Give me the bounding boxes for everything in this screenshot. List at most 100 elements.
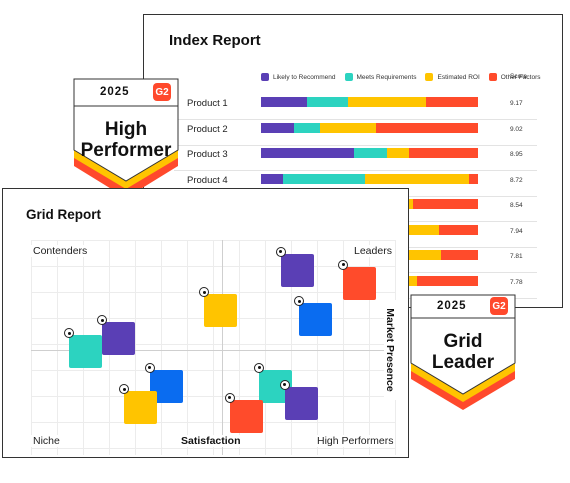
product-marker[interactable] xyxy=(229,399,263,433)
location-pin-icon xyxy=(279,379,290,390)
bar-segment xyxy=(425,97,478,107)
product-score: 7.78 xyxy=(510,278,523,286)
bar-segment xyxy=(306,97,348,107)
location-pin-icon xyxy=(97,315,108,326)
location-pin-icon xyxy=(338,259,348,270)
stacked-bar xyxy=(261,148,478,158)
product-score: 8.54 xyxy=(510,202,523,209)
product-marker[interactable] xyxy=(124,391,157,425)
product-label: Product 2 xyxy=(187,123,228,135)
product-marker[interactable] xyxy=(343,266,376,300)
y-axis-label: Market Presence xyxy=(384,300,396,400)
bar-segment xyxy=(441,250,478,260)
product-marker[interactable] xyxy=(284,386,318,420)
index-row: Product 1 9.17 xyxy=(144,95,562,120)
product-label: Product 3 xyxy=(187,149,228,160)
legend-item: Other Factors xyxy=(488,73,541,81)
location-pin-icon xyxy=(224,392,235,403)
quadrant-label-leaders: Leaders xyxy=(352,245,394,257)
product-score: 8.95 xyxy=(510,151,523,158)
bar-segment xyxy=(417,275,478,286)
g2-logo-icon: G2 xyxy=(153,83,171,101)
legend-label: Likely to Recommend xyxy=(273,73,336,81)
row-divider xyxy=(174,170,537,171)
legend-label: Meets Requirements xyxy=(356,73,417,81)
quadrant-label-contenders: Contenders xyxy=(31,245,90,257)
location-pin-icon xyxy=(144,362,155,373)
legend-swatch xyxy=(488,73,497,81)
legend-item: Meets Requirements xyxy=(344,73,417,81)
product-score: 7.81 xyxy=(510,253,523,260)
horizontal-axis-line xyxy=(31,350,396,351)
badge-title-line-1: Grid xyxy=(443,331,483,352)
high-performer-badge: 2025 G2 High Performer xyxy=(73,78,179,200)
bar-segment xyxy=(365,173,470,184)
quadrant-label-high-performers: High Performers xyxy=(315,435,396,447)
badge-shape xyxy=(73,78,179,198)
index-report-title: Index Report xyxy=(169,32,261,49)
product-marker[interactable] xyxy=(102,322,136,356)
location-pin-icon xyxy=(294,296,305,307)
bar-segment xyxy=(293,122,320,133)
legend-item: Likely to Recommend xyxy=(261,73,336,81)
grid-leader-badge: 2025 G2 Grid Leader xyxy=(410,294,516,412)
bar-segment xyxy=(261,173,283,184)
legend-swatch xyxy=(261,73,269,81)
legend-label: Other Factors xyxy=(500,73,541,81)
badge-year: 2025 xyxy=(100,86,130,98)
index-row: Product 2 9.02 xyxy=(144,121,562,146)
bar-segment xyxy=(354,148,387,158)
location-pin-icon xyxy=(119,384,129,395)
product-score: 8.72 xyxy=(510,176,523,184)
score-column-header: Score xyxy=(510,73,527,80)
product-label: Product 1 xyxy=(187,98,228,109)
product-score: 9.02 xyxy=(510,125,523,133)
bar-segment xyxy=(282,173,366,184)
bar-segment xyxy=(438,224,478,235)
row-divider xyxy=(174,119,537,120)
legend-item: Estimated ROI xyxy=(425,73,480,81)
location-pin-icon xyxy=(199,287,210,298)
badge-title-line-2: Performer xyxy=(80,140,172,161)
product-score: 9.17 xyxy=(510,100,523,107)
location-pin-icon xyxy=(64,328,75,339)
grid-report-title: Grid Report xyxy=(26,207,102,222)
badge-year: 2025 xyxy=(437,300,467,312)
bar-segment xyxy=(408,148,478,158)
bar-segment xyxy=(412,199,478,209)
location-pin-icon xyxy=(254,362,265,373)
index-legend: Likely to Recommend Meets Requirements E… xyxy=(261,73,549,81)
product-label: Product 4 xyxy=(187,174,228,186)
x-axis-label: Satisfaction xyxy=(179,435,243,447)
bar-segment xyxy=(386,148,409,158)
bar-segment xyxy=(375,122,478,133)
vertical-axis-line xyxy=(222,240,223,455)
product-marker[interactable] xyxy=(280,253,314,287)
legend-label: Estimated ROI xyxy=(437,73,480,81)
bar-segment xyxy=(261,148,355,158)
product-marker[interactable] xyxy=(204,294,238,328)
bar-segment xyxy=(347,97,426,107)
product-score: 7.94 xyxy=(510,227,523,235)
g2-logo-icon: G2 xyxy=(490,297,508,315)
legend-swatch xyxy=(425,73,434,81)
product-marker[interactable] xyxy=(69,335,103,369)
stacked-bar xyxy=(261,173,478,184)
badge-title-line-2: Leader xyxy=(431,352,495,373)
badge-title-line-1: High xyxy=(104,119,148,140)
bar-segment xyxy=(261,97,307,107)
stacked-bar xyxy=(261,97,478,107)
bar-segment xyxy=(469,173,478,184)
stacked-bar xyxy=(261,122,478,133)
bar-segment xyxy=(261,122,294,133)
bar-segment xyxy=(380,224,439,235)
index-row: Product 3 8.95 xyxy=(144,146,562,171)
legend-swatch xyxy=(344,73,353,81)
grid-report-card: Grid Report Contenders Leaders Niche Hig… xyxy=(2,188,409,458)
quadrant-label-niche: Niche xyxy=(31,435,62,447)
product-marker[interactable] xyxy=(299,303,333,337)
location-pin-icon xyxy=(275,246,286,257)
bar-segment xyxy=(380,250,442,260)
badge-shape xyxy=(410,294,516,410)
bar-segment xyxy=(319,122,376,133)
